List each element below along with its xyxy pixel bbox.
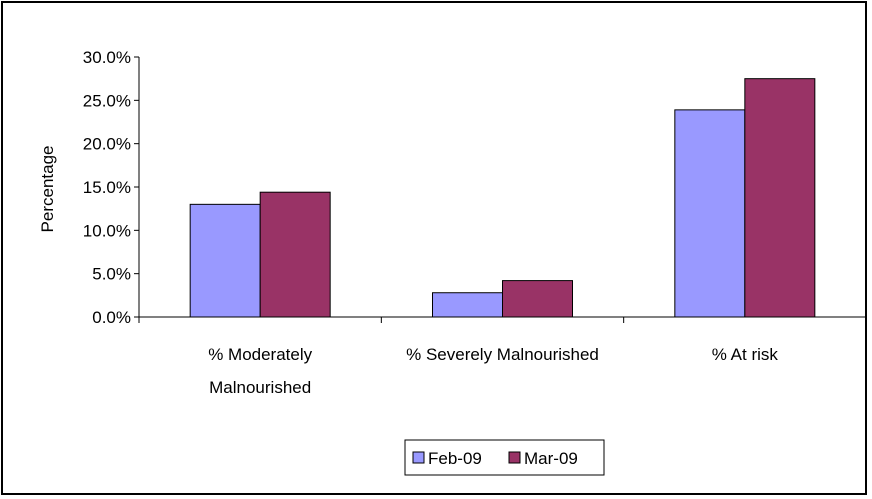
y-axis-title: Percentage bbox=[38, 146, 57, 233]
x-category-label: Malnourished bbox=[209, 378, 311, 397]
y-tick-label: 20.0% bbox=[83, 135, 131, 154]
legend-label-feb-09: Feb-09 bbox=[428, 449, 482, 468]
legend-swatch-feb-09 bbox=[412, 451, 425, 464]
bar-chart: 0.0% 5.0% 10.0% 15.0% 20.0% 25.0% 30.0% % Moder… bbox=[38, 48, 867, 476]
y-tick-label: 0.0% bbox=[92, 308, 131, 327]
x-category-label: % Severely Malnourished bbox=[406, 345, 599, 364]
bar-feb-09-0 bbox=[189, 203, 261, 318]
x-category-label: % At risk bbox=[712, 345, 779, 364]
bar-feb-09-1 bbox=[432, 292, 503, 318]
y-tick-label: 30.0% bbox=[83, 48, 131, 67]
x-category-label: % Moderately bbox=[208, 345, 312, 364]
bar-mar-09-0 bbox=[259, 191, 331, 318]
y-tick-label: 5.0% bbox=[92, 265, 131, 284]
y-tick-label: 15.0% bbox=[83, 178, 131, 197]
bar-mar-09-2 bbox=[744, 78, 816, 318]
y-tick-label: 25.0% bbox=[83, 91, 131, 110]
bar-feb-09-2 bbox=[674, 109, 746, 318]
bar-mar-09-1 bbox=[502, 280, 573, 318]
legend-swatch-mar-09 bbox=[508, 451, 521, 464]
legend-box bbox=[404, 439, 605, 476]
legend-label-mar-09: Mar-09 bbox=[524, 449, 578, 468]
y-tick-label: 10.0% bbox=[83, 221, 131, 240]
